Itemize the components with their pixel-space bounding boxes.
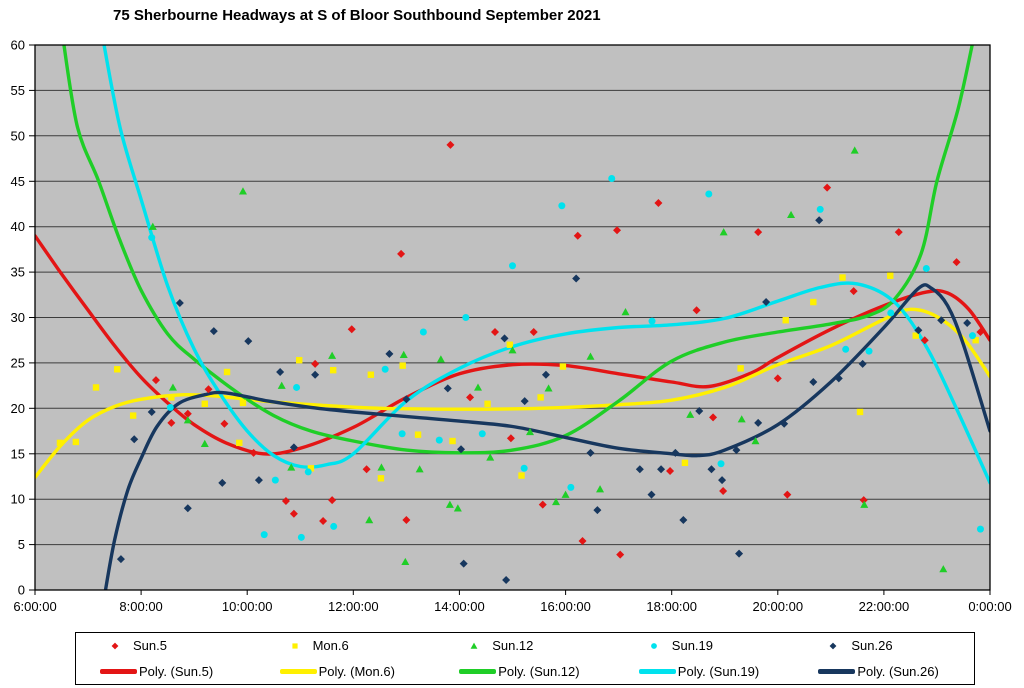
legend-label: Sun.26 (851, 638, 893, 654)
chart-plot: 6:00:00 8:00:00 10:00:00 12:00:00 14:00:00 16… (11, 38, 1012, 615)
y-tick-label: 60 (11, 38, 25, 53)
legend: Sun.5 Mon.6 Sun.12 Sun.19 Sun.26 Poly. (Sun.5… (75, 632, 975, 685)
y-tick-label: 0 (18, 583, 25, 598)
trendline-sample-icon (818, 668, 856, 674)
square-marker-icon (291, 643, 298, 649)
series-points-sun-5 (151, 140, 985, 559)
legend-label: Poly. (Sun.19) (677, 663, 760, 679)
y-tick-label: 50 (11, 128, 25, 143)
legend-label: Sun.19 (671, 638, 713, 654)
series-points-sun-12 (148, 146, 948, 573)
y-tick-label: 40 (11, 219, 25, 234)
gridlines (35, 89, 990, 546)
legend-label: Poly. (Sun.26) (857, 663, 939, 679)
x-tick-label: 14:00:00 (434, 599, 485, 614)
trendline-poly-sun-5 (35, 234, 990, 456)
legend-item-poly-sun-26[interactable]: Poly. (Sun.26) (794, 659, 974, 685)
y-tick-label: 15 (11, 446, 25, 461)
legend-item-sun-5[interactable]: Sun.5 (76, 633, 256, 659)
legend-label: Sun.12 (492, 638, 534, 654)
trendline-poly-sun-19 (102, 45, 990, 485)
series-points-sun-26 (116, 216, 972, 585)
plot-border (34, 44, 991, 591)
x-tick-label: 0:00:00 (968, 599, 1011, 614)
trendlines (35, 45, 990, 590)
legend-item-poly-mon-6[interactable]: Poly. (Mon.6) (256, 659, 436, 685)
legend-item-poly-sun-5[interactable]: Poly. (Sun.5) (76, 659, 256, 685)
chart-title: 75 Sherbourne Headways at S of Bloor Sou… (113, 7, 601, 24)
legend-label: Poly. (Sun.5) (139, 663, 214, 679)
trendline-sample-icon (279, 668, 317, 674)
x-tick-label: 6:00:00 (13, 599, 56, 614)
y-tick-label: 5 (18, 537, 25, 552)
circle-marker-icon (650, 642, 657, 649)
x-tick-label: 8:00:00 (119, 599, 162, 614)
x-tick-label: 22:00:00 (859, 599, 910, 614)
y-tick-label: 55 (11, 83, 25, 98)
legend-item-poly-sun-19[interactable]: Poly. (Sun.19) (615, 659, 795, 685)
y-axis-labels: 0 5 10 15 20 25 30 35 40 45 50 55 60 (11, 38, 25, 598)
x-axis-labels: 6:00:00 8:00:00 10:00:00 12:00:00 14:00:00 16… (13, 599, 1011, 614)
trendline-poly-sun-26 (103, 283, 990, 590)
diamond-marker-icon (829, 642, 837, 650)
axis-ticks (29, 44, 991, 595)
legend-item-sun-19[interactable]: Sun.19 (615, 633, 795, 659)
y-tick-label: 10 (11, 492, 25, 507)
y-tick-label: 25 (11, 355, 25, 370)
y-tick-label: 45 (11, 174, 25, 189)
legend-item-sun-26[interactable]: Sun.26 (794, 633, 974, 659)
x-tick-label: 10:00:00 (222, 599, 273, 614)
legend-item-mon-6[interactable]: Mon.6 (256, 633, 436, 659)
legend-label: Poly. (Mon.6) (318, 663, 395, 679)
trendline-poly-sun-12 (62, 45, 974, 455)
x-tick-label: 20:00:00 (752, 599, 803, 614)
trendline-sample-icon (100, 668, 137, 674)
x-tick-label: 16:00:00 (540, 599, 591, 614)
legend-item-sun-12[interactable]: Sun.12 (435, 633, 615, 659)
legend-label: Poly. (Sun.12) (498, 663, 580, 679)
series-points-mon-6 (56, 272, 979, 482)
legend-item-poly-sun-12[interactable]: Poly. (Sun.12) (435, 659, 615, 685)
x-tick-label: 18:00:00 (646, 599, 697, 614)
y-tick-label: 20 (11, 401, 25, 416)
trendline-sample-icon (638, 668, 676, 674)
y-tick-label: 35 (11, 265, 25, 280)
x-tick-label: 12:00:00 (328, 599, 379, 614)
legend-label: Mon.6 (312, 638, 349, 654)
legend-label: Sun.5 (133, 638, 167, 654)
series-points-sun-19 (148, 175, 984, 541)
trendline-sample-icon (459, 668, 497, 674)
diamond-marker-icon (111, 642, 119, 650)
triangle-marker-icon (470, 642, 478, 649)
y-tick-label: 30 (11, 310, 25, 325)
